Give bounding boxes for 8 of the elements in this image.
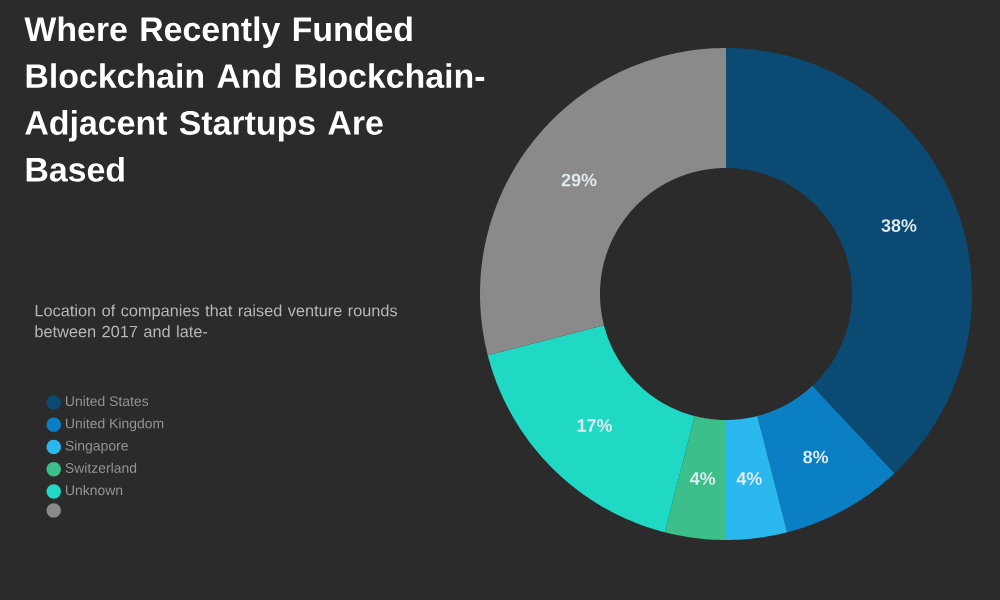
data-label: 4% (690, 472, 716, 485)
data-label: 4% (736, 472, 762, 485)
data-label: 17% (577, 419, 612, 432)
text: Where Recently Funded Blockchain And Blockchain-Adjacent Startups Are Based (24, 16, 485, 182)
data-label: 29% (561, 173, 597, 187)
text: Location of companies that raised venture rounds between 2017 and late- (35, 304, 398, 338)
data-label: 38% (881, 219, 917, 232)
data-label: 8% (803, 450, 829, 464)
